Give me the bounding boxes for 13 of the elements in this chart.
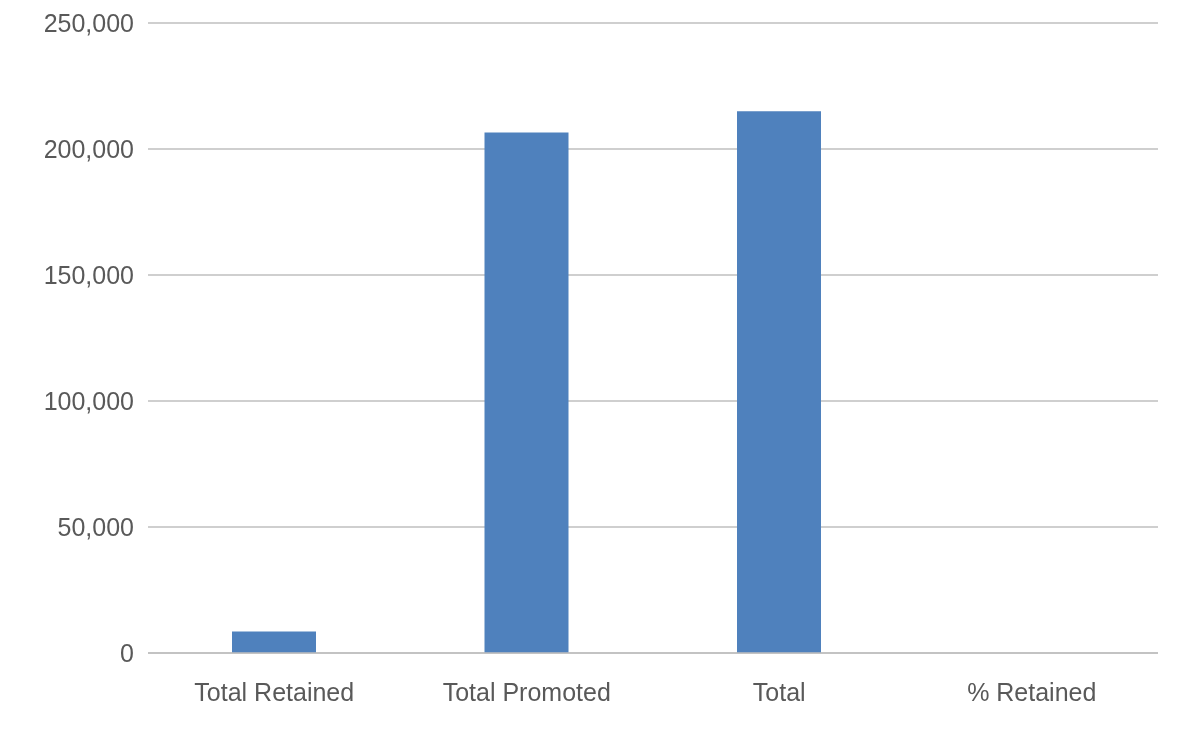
x-tick-label: Total bbox=[752, 677, 806, 706]
bar bbox=[737, 111, 821, 653]
y-tick-label: 150,000 bbox=[43, 260, 134, 289]
bar bbox=[484, 132, 569, 653]
y-tick-label: 0 bbox=[120, 638, 134, 667]
x-tick-label: Total Retained bbox=[194, 677, 355, 706]
x-tick-label: % Retained bbox=[967, 677, 1097, 706]
y-tick-label: 50,000 bbox=[57, 512, 134, 541]
y-tick-label: 250,000 bbox=[43, 8, 134, 37]
y-tick-label: 200,000 bbox=[43, 134, 134, 163]
x-tick-label: Total Promoted bbox=[442, 677, 611, 706]
y-tick-label: 100,000 bbox=[43, 386, 134, 415]
bar bbox=[232, 631, 316, 653]
